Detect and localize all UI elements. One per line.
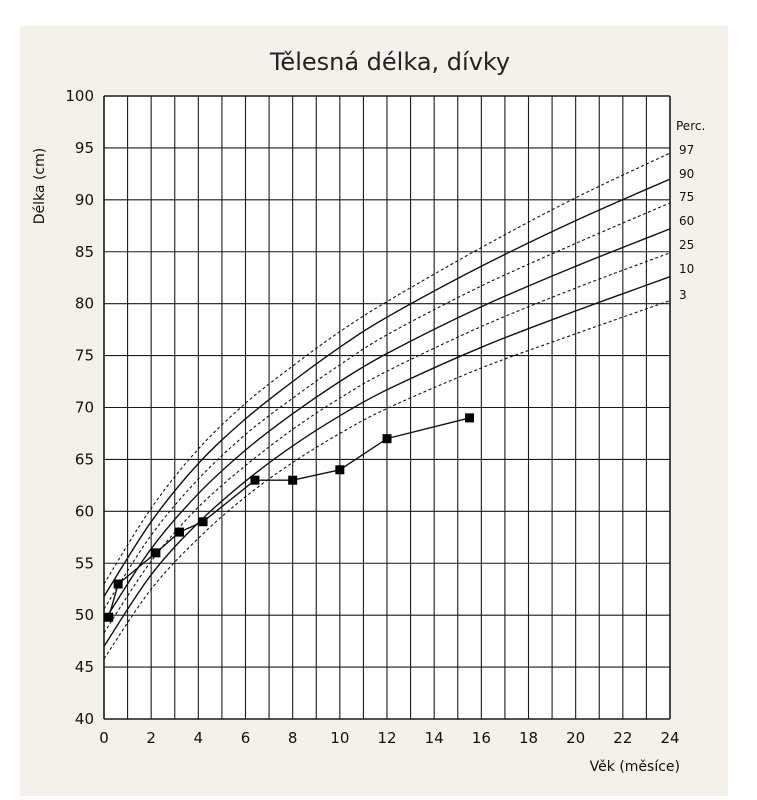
- percentile-curve-90: [103, 178, 671, 597]
- y-tick-label: 65: [75, 450, 94, 468]
- y-tick-label: 75: [75, 347, 94, 365]
- percentile-curve-60: [103, 228, 671, 622]
- percentile-label-75: 75: [679, 190, 694, 204]
- x-tick-label: 8: [288, 729, 298, 747]
- y-tick-label: 60: [75, 502, 94, 520]
- x-tick-label: 18: [519, 729, 538, 747]
- chart-panel: Tělesná délka, dívky 40 45 50 55 60 65 70 75 80 8…: [20, 26, 728, 796]
- x-tick-label: 20: [566, 729, 585, 747]
- measurement-point: [113, 579, 123, 589]
- x-tick-label: 24: [660, 729, 679, 747]
- measurement-point: [104, 612, 114, 622]
- percentile-curve-75: [103, 202, 671, 610]
- growth-chart: Tělesná délka, dívky 4045505560657075808…: [32, 48, 705, 775]
- y-tick-label: 55: [75, 554, 94, 572]
- measurement-point: [198, 517, 208, 527]
- y-tick-label: 85: [75, 243, 94, 261]
- measurement-point: [465, 413, 475, 423]
- x-tick-label: 2: [146, 729, 156, 747]
- x-tick-label: 14: [425, 729, 444, 747]
- percentile-label-60: 60: [679, 214, 694, 228]
- percentile-curve-97: [103, 152, 671, 585]
- percentile-label-10: 10: [679, 262, 694, 276]
- x-tick-label: 16: [472, 729, 491, 747]
- x-tick-label: 0: [99, 729, 109, 747]
- y-tick-label: 80: [75, 295, 94, 313]
- measurement-point: [335, 465, 345, 475]
- y-tick-label: 40: [75, 710, 94, 728]
- y-tick-label: 100: [65, 87, 94, 105]
- measurement-point: [382, 434, 392, 444]
- x-tick-label: 12: [377, 729, 396, 747]
- measurement-point: [151, 548, 161, 558]
- percentile-curve-25: [103, 252, 671, 634]
- y-tick-label: 45: [75, 658, 94, 676]
- measurement-point: [288, 475, 298, 485]
- x-tick-label: 10: [330, 729, 349, 747]
- chart-title: Tělesná délka, dívky: [269, 48, 510, 76]
- measurement-series: [104, 413, 475, 622]
- measurement-point: [250, 475, 260, 485]
- y-tick-label: 95: [75, 139, 94, 157]
- y-tick-label: 90: [75, 191, 94, 209]
- x-axis-label: Věk (měsíce): [590, 759, 680, 775]
- percentile-label-25: 25: [679, 238, 694, 252]
- percentile-curve-3: [103, 300, 671, 660]
- x-tick-label: 22: [613, 729, 632, 747]
- percentile-label-3: 3: [679, 288, 687, 302]
- percentile-header: Perc.: [676, 119, 705, 133]
- grid: [103, 95, 671, 720]
- percentile-curve-10: [103, 276, 671, 647]
- y-tick-label: 70: [75, 399, 94, 417]
- measurement-line: [108, 417, 470, 618]
- percentile-curves: [103, 152, 671, 660]
- measurement-point: [174, 527, 184, 537]
- x-tick-label: 4: [194, 729, 204, 747]
- y-tick-label: 50: [75, 606, 94, 624]
- y-axis-label: Délka (cm): [32, 148, 48, 224]
- percentile-label-90: 90: [679, 167, 694, 181]
- percentile-label-97: 97: [679, 143, 694, 157]
- x-tick-label: 6: [241, 729, 251, 747]
